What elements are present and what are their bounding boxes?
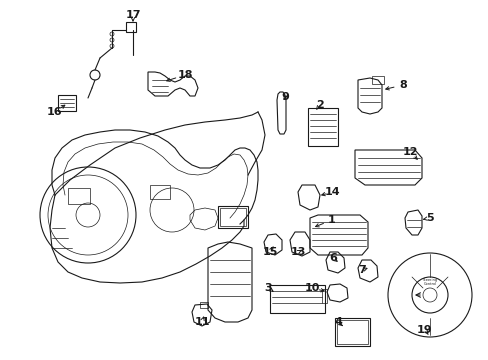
Text: 4: 4 (333, 317, 341, 327)
Bar (218, 206, 247, 228)
Text: 7: 7 (357, 265, 365, 275)
Bar (150, 185, 170, 199)
Text: 18: 18 (177, 70, 192, 80)
Bar (307, 108, 337, 146)
Text: 2: 2 (315, 100, 323, 110)
Bar (68, 188, 90, 204)
Bar (321, 289, 326, 303)
Bar (269, 285, 325, 313)
Text: 16: 16 (47, 107, 62, 117)
Bar (58, 95, 76, 111)
Text: 15: 15 (262, 247, 277, 257)
Bar (371, 76, 383, 84)
Text: Steering
Control: Steering Control (422, 278, 437, 286)
Text: 8: 8 (398, 80, 406, 90)
Text: 14: 14 (325, 187, 340, 197)
Text: 11: 11 (194, 317, 209, 327)
Text: 5: 5 (426, 213, 433, 223)
Text: 3: 3 (264, 283, 271, 293)
Bar (220, 208, 245, 226)
Bar (334, 318, 369, 346)
Text: 1: 1 (327, 215, 335, 225)
Text: 13: 13 (290, 247, 305, 257)
Text: 6: 6 (328, 253, 336, 263)
Bar (200, 302, 207, 308)
Bar (126, 22, 136, 32)
Text: 10: 10 (304, 283, 319, 293)
Bar (336, 320, 367, 344)
Text: 9: 9 (281, 92, 288, 102)
Text: 17: 17 (125, 10, 141, 20)
Text: 12: 12 (402, 147, 417, 157)
Text: 19: 19 (416, 325, 432, 335)
